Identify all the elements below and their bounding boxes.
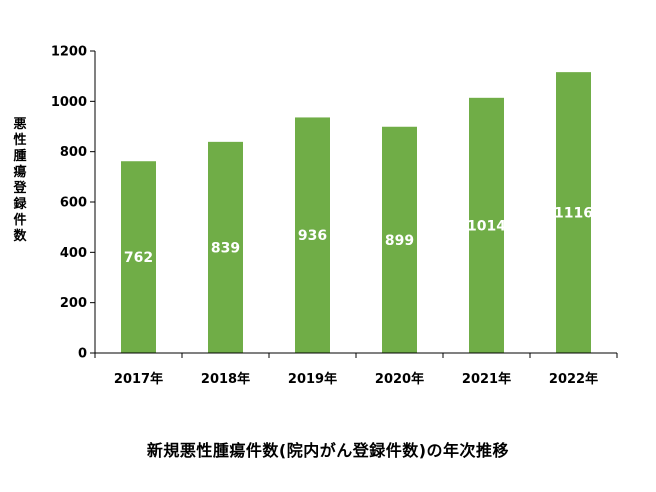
y-tick-label: 800: [60, 145, 87, 160]
x-tick-label: 2021年: [462, 371, 511, 387]
y-tick-label: 400: [60, 246, 87, 261]
y-tick-label: 0: [78, 347, 87, 362]
y-axis-ticks: 0 200 400 600 800 1000 1200: [51, 45, 95, 362]
bar: [208, 141, 243, 353]
bar: [556, 72, 591, 353]
bar: [382, 126, 417, 353]
chart-caption: 新規悪性腫瘍件数(院内がん登録件数)の年次推移: [146, 441, 510, 460]
bar: [469, 97, 504, 353]
x-tick-label: 2017年: [114, 371, 163, 387]
y-tick-label: 1200: [51, 45, 87, 60]
bars: [121, 72, 591, 353]
y-tick-label: 1000: [51, 95, 87, 110]
bar: [295, 117, 330, 353]
data-labels: 762 839 936 899 1014 1116: [124, 206, 593, 267]
x-tick-label: 2018年: [201, 371, 250, 387]
bar: [121, 161, 156, 353]
y-tick-label: 200: [60, 296, 87, 311]
x-axis-ticks: 2017年 2018年 2019年 2020年 2021年 2022年: [94, 353, 618, 387]
y-axis-label: 悪性腫瘍登録件数: [12, 117, 27, 244]
data-label: 899: [385, 233, 414, 249]
data-label: 762: [124, 250, 153, 266]
x-tick-label: 2020年: [375, 371, 424, 387]
x-tick-label: 2019年: [288, 371, 337, 387]
data-label: 1116: [554, 206, 593, 222]
x-tick-label: 2022年: [549, 371, 598, 387]
data-label: 936: [298, 228, 327, 244]
data-label: 1014: [467, 218, 506, 234]
y-tick-label: 600: [60, 196, 87, 211]
data-label: 839: [211, 240, 240, 256]
y-axis-title: 悪性腫瘍登録件数: [12, 117, 27, 244]
